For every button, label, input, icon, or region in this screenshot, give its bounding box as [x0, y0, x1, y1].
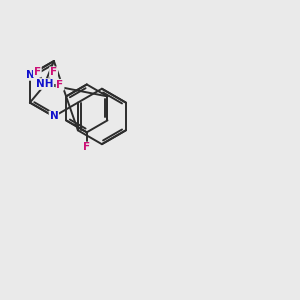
Text: F: F — [56, 80, 64, 90]
Text: N: N — [26, 70, 34, 80]
Text: N: N — [50, 112, 58, 122]
Text: F: F — [83, 142, 90, 152]
Text: F: F — [50, 67, 57, 77]
Text: NH: NH — [36, 79, 53, 89]
Text: F: F — [34, 67, 41, 76]
